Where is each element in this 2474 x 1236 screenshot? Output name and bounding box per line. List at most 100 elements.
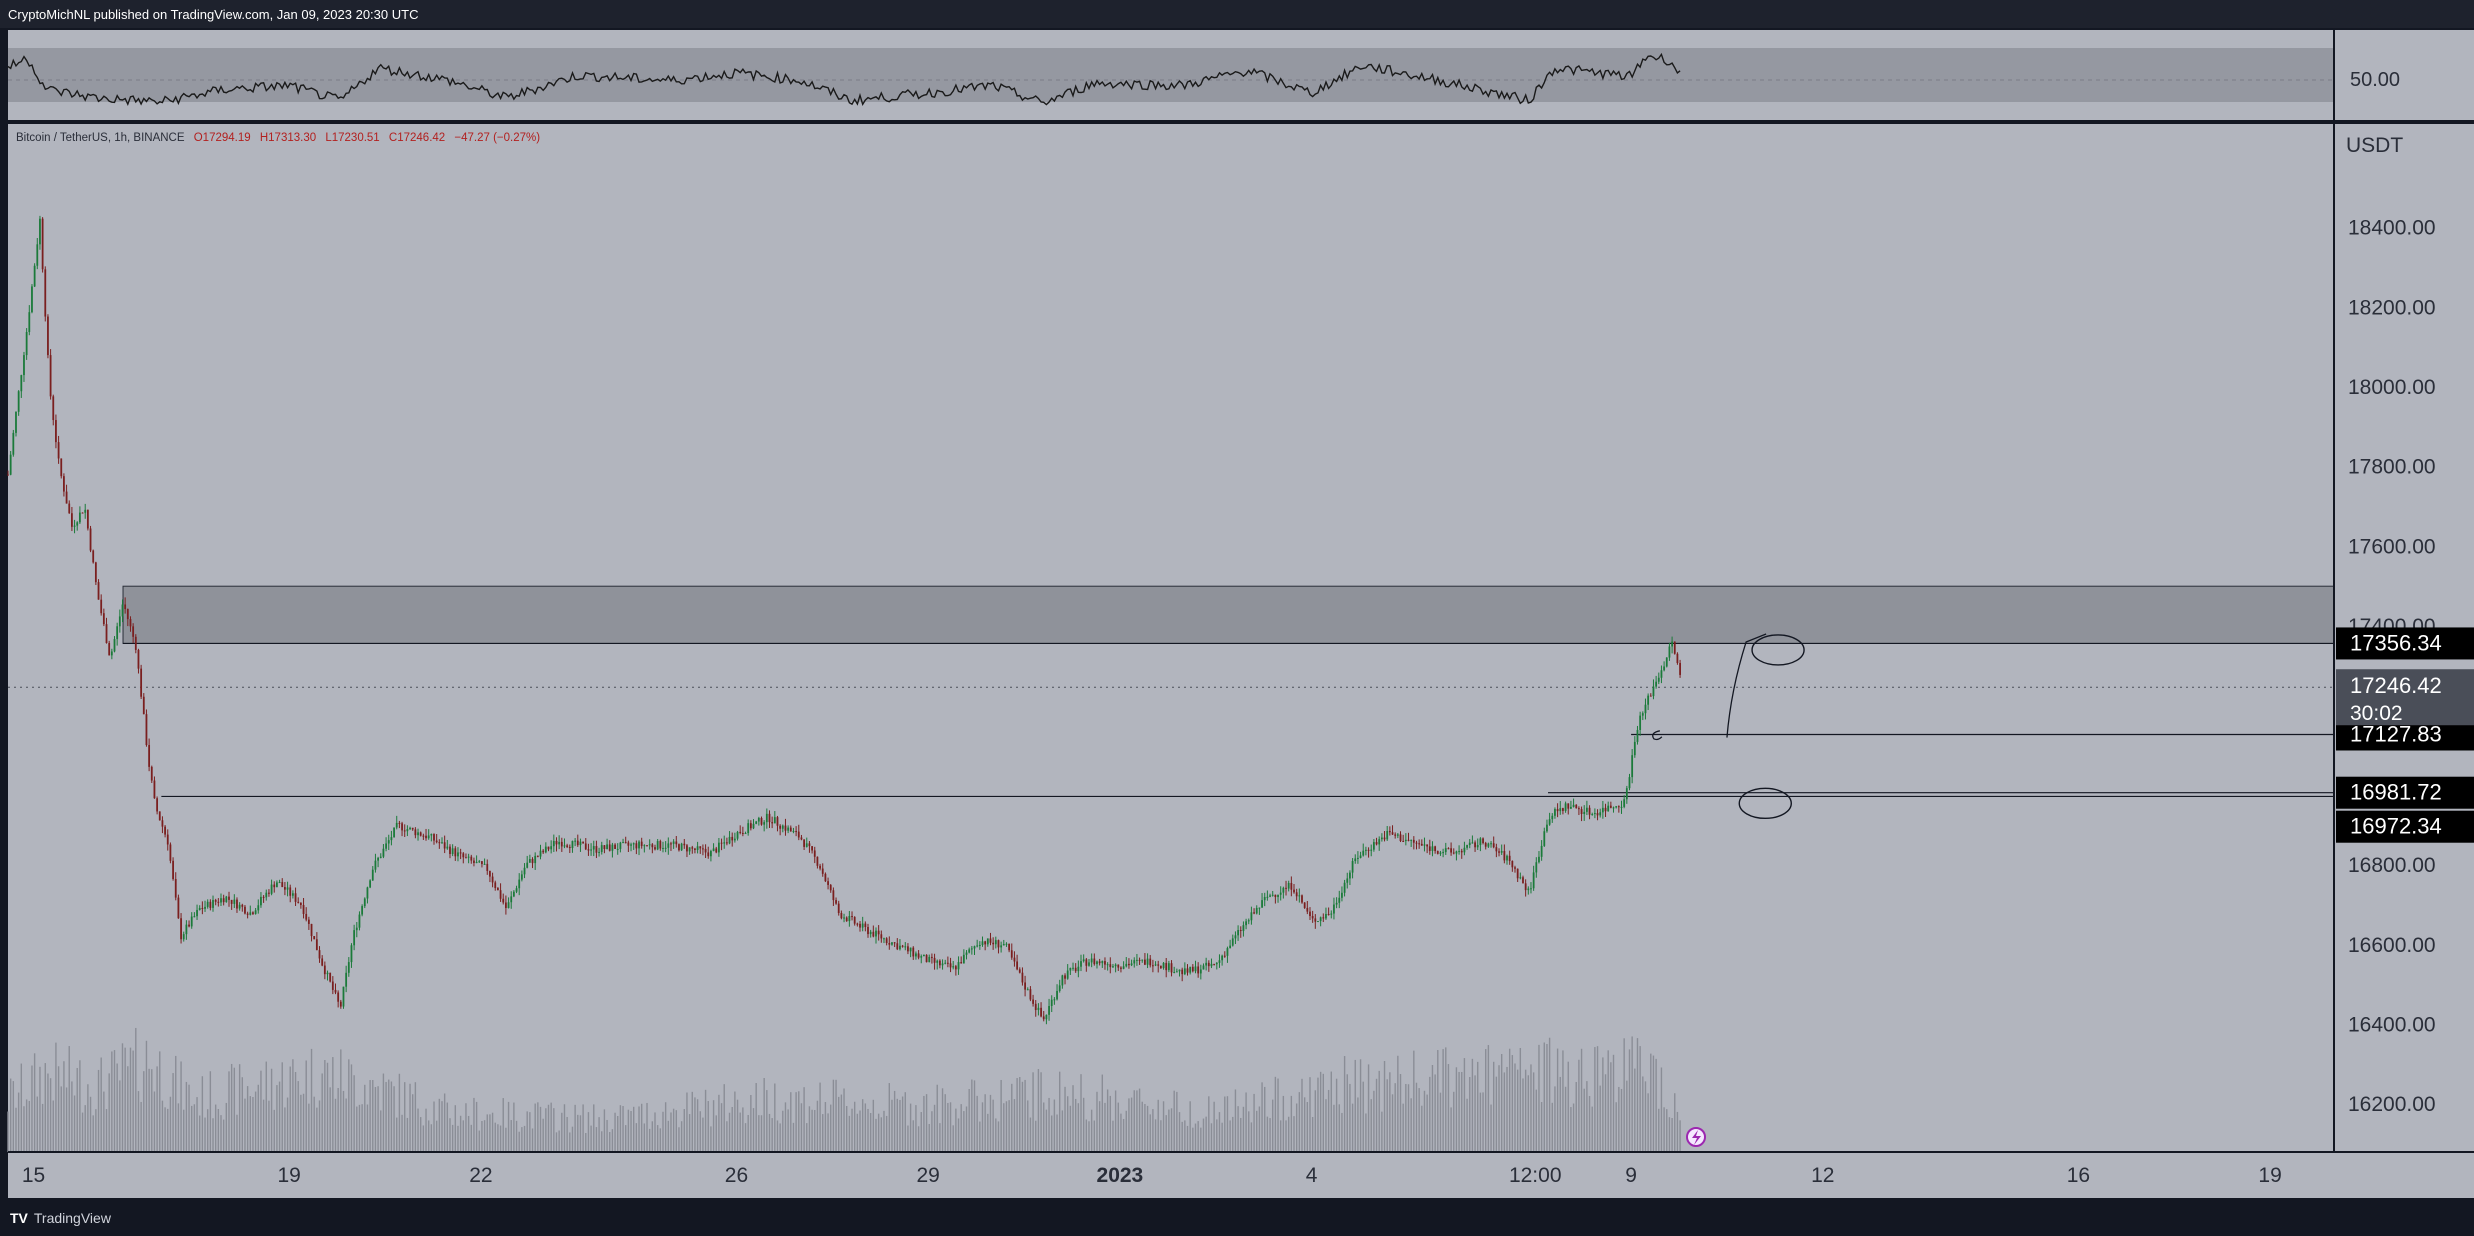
candle-body xyxy=(686,845,688,852)
volume-bar xyxy=(140,1101,142,1152)
volume-bar xyxy=(430,1124,433,1152)
volume-bar xyxy=(872,1099,875,1152)
candle-body xyxy=(1303,902,1306,908)
candle-body xyxy=(989,938,992,943)
volume-bar xyxy=(1679,1120,1681,1152)
volume-bar xyxy=(1397,1055,1399,1152)
volume-bar xyxy=(699,1111,701,1152)
volume-bar xyxy=(909,1103,912,1152)
candle-body xyxy=(883,938,885,940)
volume-bar xyxy=(465,1103,467,1152)
candle-body xyxy=(1663,666,1666,671)
volume-bar xyxy=(1114,1090,1117,1152)
volume-bar xyxy=(1461,1071,1463,1152)
candle-body xyxy=(1620,806,1623,808)
volume-bar xyxy=(116,1063,118,1152)
candle-body xyxy=(1274,894,1277,898)
candle-body xyxy=(1333,904,1335,914)
candle-body xyxy=(678,844,680,851)
volume-bar xyxy=(1495,1076,1498,1152)
candle-body xyxy=(731,836,734,841)
candle-body xyxy=(688,847,691,852)
volume-bar xyxy=(1051,1115,1053,1152)
resistance-zone[interactable] xyxy=(122,585,2335,644)
volume-bar xyxy=(1287,1116,1290,1152)
candle-body xyxy=(680,843,683,851)
candle-body xyxy=(441,842,443,844)
volume-bar xyxy=(997,1121,1000,1152)
candle-body xyxy=(691,847,694,849)
level-price-label: 16972.34 xyxy=(2350,814,2442,839)
candle-body xyxy=(1061,975,1064,986)
volume-bar xyxy=(1373,1090,1375,1152)
candle-body xyxy=(1660,670,1663,678)
candle-body xyxy=(209,901,212,908)
volume-bar xyxy=(648,1128,651,1152)
volume-bar xyxy=(1365,1113,1367,1152)
candle-body xyxy=(350,945,353,963)
candle-body xyxy=(1173,971,1176,973)
candle-body xyxy=(1029,989,1032,1000)
candle-body xyxy=(984,941,987,945)
volume-bar xyxy=(199,1115,201,1152)
candle-body xyxy=(1327,913,1330,915)
volume-bar xyxy=(979,1121,981,1152)
candle-body xyxy=(638,841,640,849)
drawings[interactable] xyxy=(1652,633,1805,820)
volume-bar xyxy=(1093,1120,1096,1152)
candle-body xyxy=(97,582,100,600)
candle-body xyxy=(1295,892,1298,897)
volume-bar xyxy=(1269,1118,1271,1152)
volume-bar xyxy=(907,1125,909,1152)
volume-bar xyxy=(1519,1047,1522,1152)
chart-canvas[interactable]: 50.00 USDT 18400.00 18200.00 18000.00 17800… xyxy=(0,28,2474,1200)
volume-bar xyxy=(1532,1072,1535,1152)
candle-body xyxy=(1431,846,1434,852)
volume-bar xyxy=(513,1102,515,1152)
volume-bar xyxy=(1282,1095,1285,1152)
candle-body xyxy=(936,960,939,963)
volume-bar xyxy=(284,1107,286,1152)
candle-body xyxy=(1556,809,1559,812)
candle-body xyxy=(1088,962,1090,966)
candle-body xyxy=(1120,967,1122,969)
candle-body xyxy=(1450,848,1452,853)
volume-bar xyxy=(523,1125,526,1152)
volume-bar xyxy=(151,1069,153,1152)
candle-body xyxy=(1540,845,1543,857)
candle-body xyxy=(145,714,148,746)
candle-body xyxy=(1617,806,1620,808)
volume-bar xyxy=(1383,1061,1386,1152)
volume-bar xyxy=(1378,1070,1380,1152)
volume-bar xyxy=(933,1104,936,1152)
candle-body xyxy=(225,896,228,903)
candle-body xyxy=(917,953,920,958)
volume-bar xyxy=(353,1075,355,1152)
candle-body xyxy=(443,842,446,849)
volume-bar xyxy=(1445,1047,1447,1152)
volume-bar xyxy=(374,1087,377,1152)
candle-body xyxy=(877,930,880,935)
y-tick-label: 16600.00 xyxy=(2348,934,2436,957)
candle-body xyxy=(1167,963,1170,971)
candle-body xyxy=(281,882,284,888)
volume-bar xyxy=(177,1103,180,1152)
candle-body xyxy=(25,332,28,356)
candle-body xyxy=(12,432,15,455)
volume-bar xyxy=(875,1118,877,1152)
candle-body xyxy=(39,218,41,245)
candle-body xyxy=(470,856,473,861)
volume-bar xyxy=(609,1132,611,1152)
volume-bar xyxy=(1351,1103,1354,1152)
candle-body xyxy=(1399,834,1402,842)
volume-bar xyxy=(1261,1082,1263,1152)
volume-bar xyxy=(939,1123,941,1152)
time-axis[interactable] xyxy=(8,1152,2474,1198)
candle-body xyxy=(1101,961,1104,964)
volume-bar xyxy=(739,1112,741,1152)
candle-body xyxy=(1490,843,1492,845)
volume-bar xyxy=(814,1109,816,1152)
lightning-icon[interactable] xyxy=(1686,1127,1706,1147)
candle-body xyxy=(1048,1006,1050,1015)
volume-bar xyxy=(103,1091,105,1152)
